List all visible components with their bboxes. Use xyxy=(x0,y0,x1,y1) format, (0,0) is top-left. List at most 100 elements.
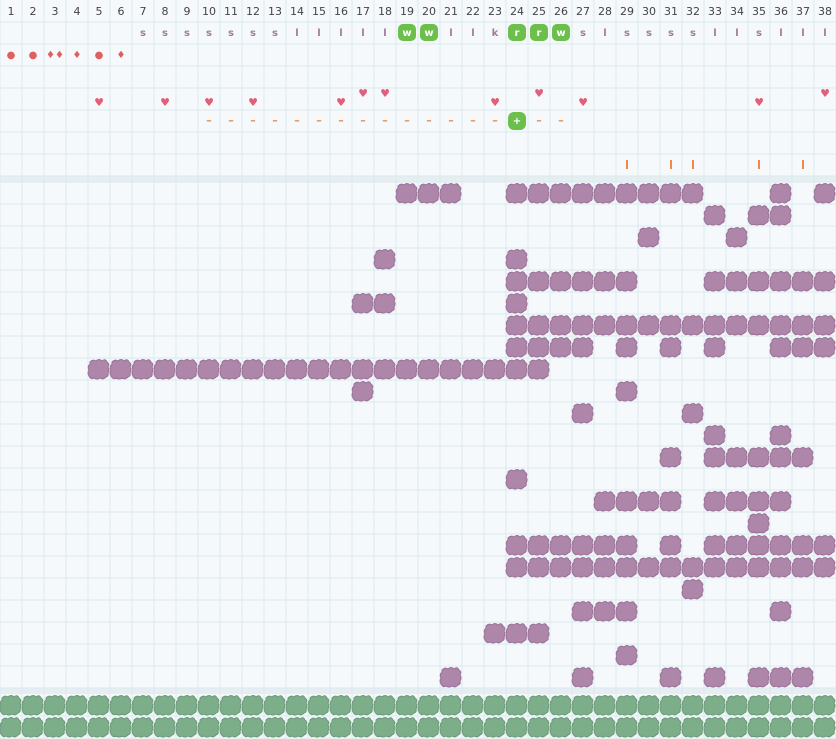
tag: r xyxy=(537,28,542,39)
blob xyxy=(725,491,748,512)
blob xyxy=(769,271,792,292)
blob xyxy=(791,315,814,336)
blob xyxy=(87,359,110,380)
tag: l xyxy=(735,28,738,39)
blob xyxy=(175,695,198,716)
blob xyxy=(505,535,528,556)
blob xyxy=(505,359,528,380)
blob xyxy=(659,667,682,688)
heart: ♥ xyxy=(490,96,500,109)
blob xyxy=(747,717,770,738)
tick xyxy=(802,160,804,169)
blob xyxy=(263,359,286,380)
blob xyxy=(197,695,220,716)
blob xyxy=(285,717,308,738)
tick xyxy=(758,160,760,169)
blob xyxy=(571,695,594,716)
blob xyxy=(615,271,638,292)
blob xyxy=(571,717,594,738)
blob xyxy=(505,293,528,314)
column-number: 28 xyxy=(598,5,612,18)
blob xyxy=(329,695,352,716)
tag-highlight xyxy=(508,24,526,41)
column-number: 11 xyxy=(224,5,238,18)
column-number: 23 xyxy=(488,5,502,18)
blob xyxy=(439,359,462,380)
blob xyxy=(241,695,264,716)
blob xyxy=(263,695,286,716)
heart: ♥ xyxy=(534,87,544,100)
blob xyxy=(791,447,814,468)
blob xyxy=(549,717,572,738)
blob xyxy=(725,535,748,556)
blob xyxy=(571,271,594,292)
blob xyxy=(263,717,286,738)
blob xyxy=(483,359,506,380)
blob xyxy=(769,717,792,738)
blob xyxy=(527,337,550,358)
blob xyxy=(747,447,770,468)
blob xyxy=(791,717,814,738)
blob xyxy=(637,315,660,336)
blob xyxy=(703,447,726,468)
blob xyxy=(769,425,792,446)
blob xyxy=(615,601,638,622)
blob xyxy=(527,359,550,380)
blob xyxy=(417,183,440,204)
blob xyxy=(791,695,814,716)
column-number: 30 xyxy=(642,5,656,18)
blob xyxy=(175,359,198,380)
heart: ♥ xyxy=(380,87,390,100)
blob xyxy=(615,337,638,358)
tick xyxy=(692,160,694,169)
blob xyxy=(307,717,330,738)
blob xyxy=(659,557,682,578)
column-number: 33 xyxy=(708,5,722,18)
blob xyxy=(681,695,704,716)
blob xyxy=(681,183,704,204)
blob xyxy=(351,381,374,402)
blob xyxy=(285,695,308,716)
blob xyxy=(593,717,616,738)
tag: s xyxy=(272,28,278,39)
blob xyxy=(769,447,792,468)
tag: s xyxy=(250,28,256,39)
blob xyxy=(681,717,704,738)
column-number: 12 xyxy=(246,5,260,18)
blob xyxy=(373,249,396,270)
blob xyxy=(725,695,748,716)
heart: ♥ xyxy=(94,96,104,109)
blob xyxy=(461,695,484,716)
blob xyxy=(813,183,836,204)
tag: w xyxy=(424,28,433,39)
blob xyxy=(813,315,836,336)
blob xyxy=(593,271,616,292)
tag: l xyxy=(361,28,364,39)
dash: – xyxy=(382,114,388,127)
column-number: 20 xyxy=(422,5,436,18)
blob xyxy=(747,315,770,336)
blob xyxy=(703,535,726,556)
blob xyxy=(791,535,814,556)
blob xyxy=(571,535,594,556)
blob xyxy=(505,717,528,738)
blob xyxy=(615,557,638,578)
blob xyxy=(439,717,462,738)
blob xyxy=(769,695,792,716)
blob xyxy=(307,359,330,380)
blob xyxy=(65,717,88,738)
blob xyxy=(87,695,110,716)
blob xyxy=(813,337,836,358)
tag: w xyxy=(402,28,411,39)
blob xyxy=(549,557,572,578)
blob xyxy=(549,271,572,292)
blob xyxy=(461,359,484,380)
blob xyxy=(637,717,660,738)
blob xyxy=(351,293,374,314)
column-number: 1 xyxy=(8,5,15,18)
blob xyxy=(219,695,242,716)
blob xyxy=(571,403,594,424)
column-number: 36 xyxy=(774,5,788,18)
heart: ♥ xyxy=(578,96,588,109)
tag: s xyxy=(690,28,696,39)
